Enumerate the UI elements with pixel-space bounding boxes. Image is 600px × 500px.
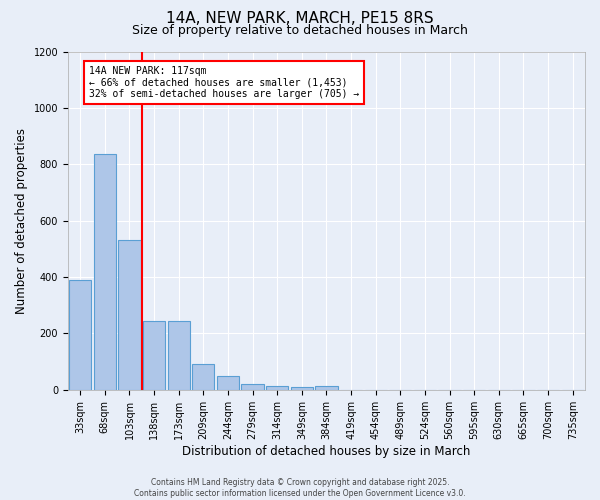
Text: 14A NEW PARK: 117sqm
← 66% of detached houses are smaller (1,453)
32% of semi-de: 14A NEW PARK: 117sqm ← 66% of detached h… bbox=[89, 66, 359, 99]
Bar bbox=[118, 240, 140, 390]
X-axis label: Distribution of detached houses by size in March: Distribution of detached houses by size … bbox=[182, 444, 470, 458]
Bar bbox=[291, 387, 313, 390]
Bar bbox=[69, 280, 91, 390]
Bar bbox=[94, 154, 116, 390]
Bar bbox=[217, 376, 239, 390]
Bar bbox=[316, 386, 338, 390]
Bar bbox=[266, 386, 288, 390]
Bar bbox=[241, 384, 263, 390]
Bar bbox=[192, 364, 214, 390]
Text: 14A, NEW PARK, MARCH, PE15 8RS: 14A, NEW PARK, MARCH, PE15 8RS bbox=[166, 11, 434, 26]
Bar bbox=[167, 321, 190, 390]
Y-axis label: Number of detached properties: Number of detached properties bbox=[15, 128, 28, 314]
Text: Contains HM Land Registry data © Crown copyright and database right 2025.
Contai: Contains HM Land Registry data © Crown c… bbox=[134, 478, 466, 498]
Bar bbox=[143, 321, 165, 390]
Text: Size of property relative to detached houses in March: Size of property relative to detached ho… bbox=[132, 24, 468, 37]
